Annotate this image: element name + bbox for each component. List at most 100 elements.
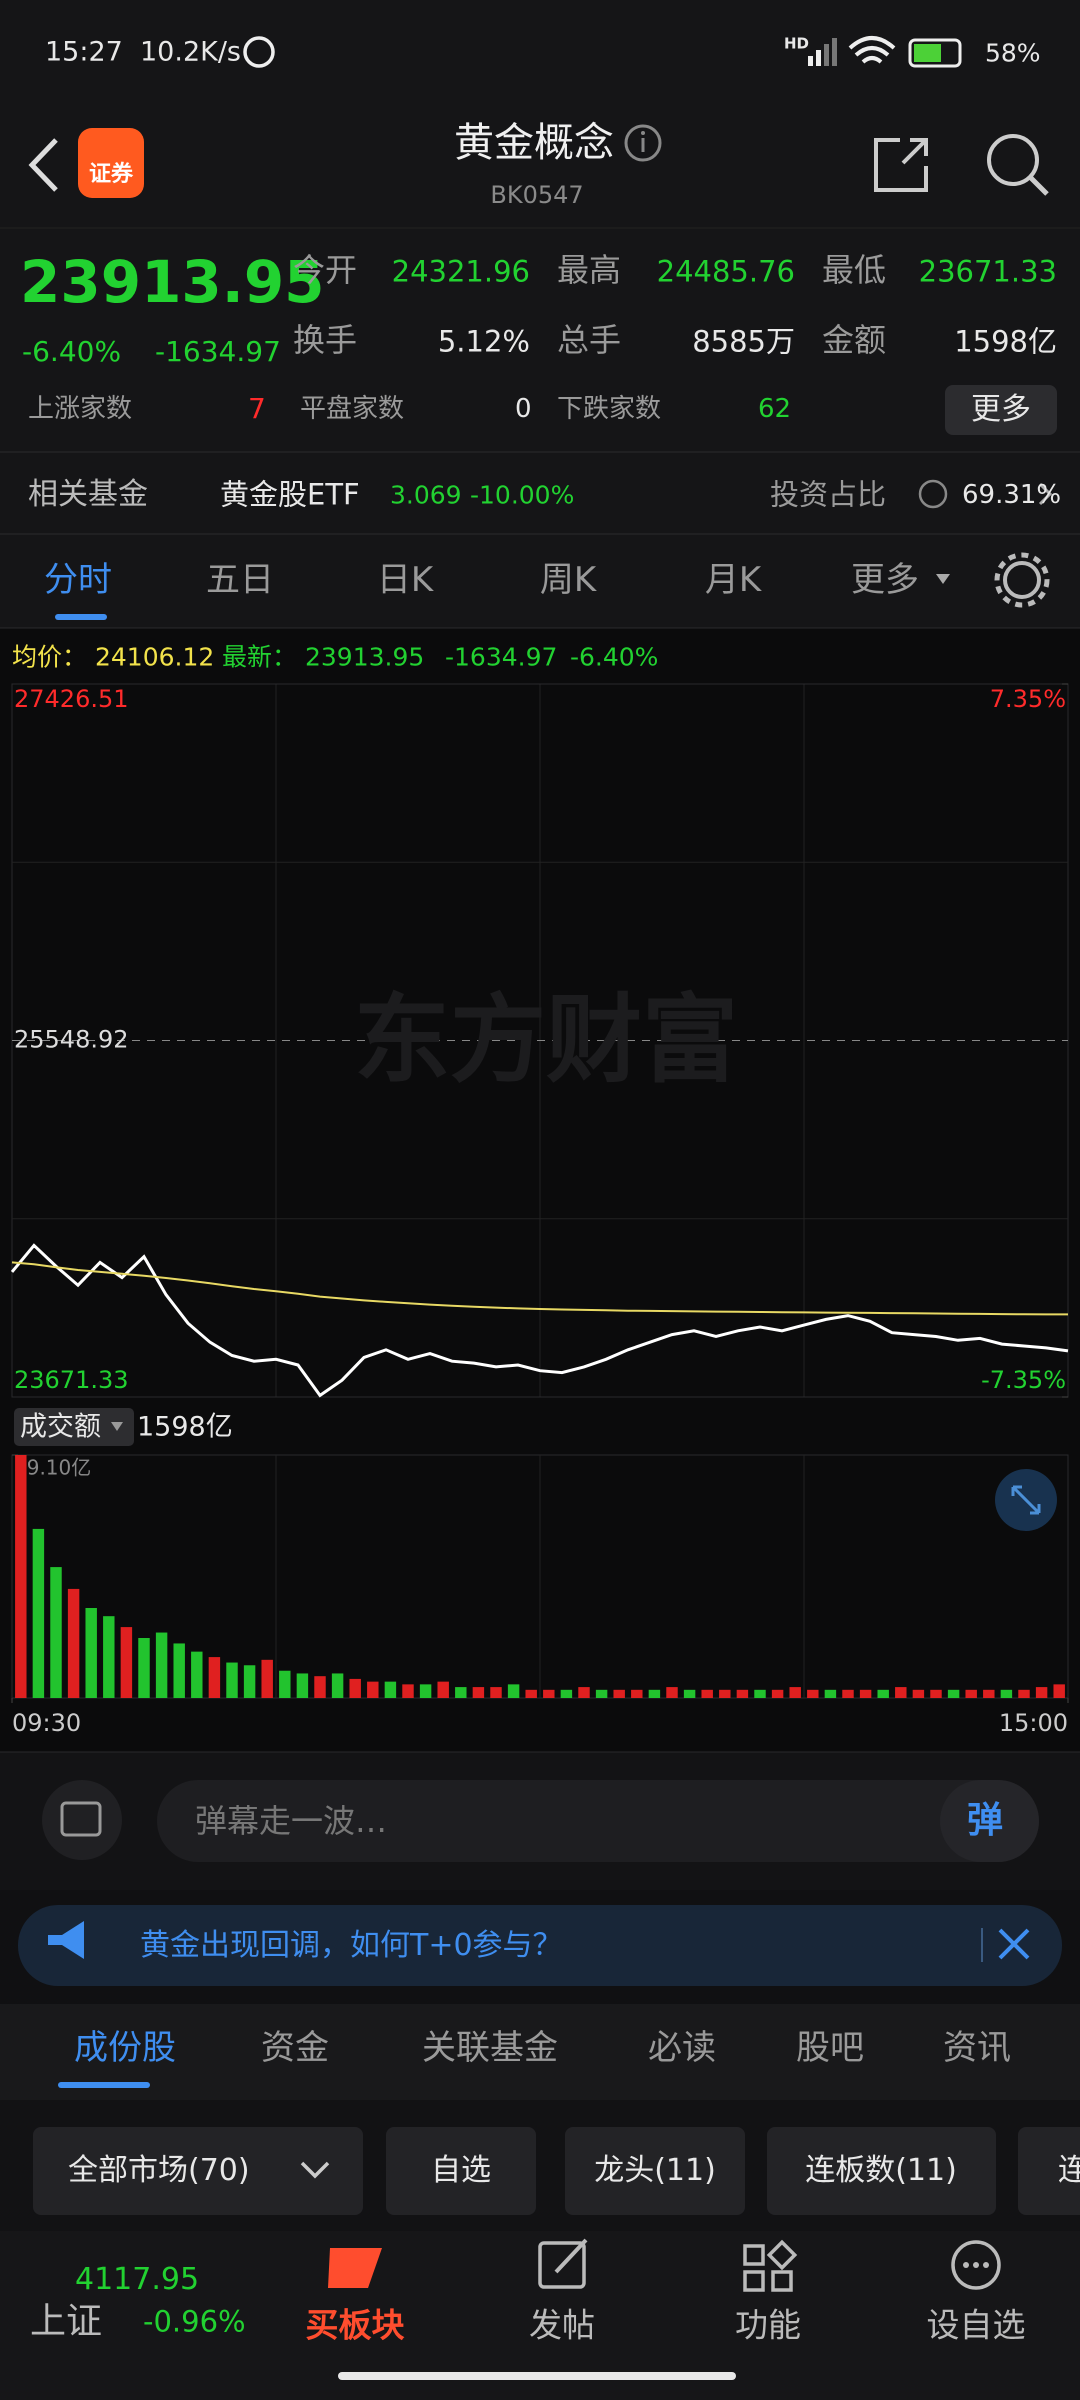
volume-bar [50, 1567, 62, 1698]
fund-name[interactable]: 黄金股ETF [220, 477, 360, 512]
section-tab[interactable]: 关联基金 [422, 2028, 558, 2068]
stat-label: 总手 [557, 321, 622, 359]
net-speed: 10.2K/s [140, 36, 241, 68]
nav-icon[interactable] [328, 2248, 382, 2288]
pen [554, 2238, 588, 2274]
volume-bar [32, 1528, 45, 1698]
volume-bar [683, 1689, 696, 1698]
breadth-label: 下跌家数 [557, 394, 662, 424]
volume-bar [859, 1689, 872, 1698]
filter-label[interactable]: 连板数(11) [805, 2153, 957, 2188]
volume-bar [543, 1689, 555, 1698]
volume-bar [402, 1684, 414, 1698]
info-button[interactable] [624, 124, 662, 162]
nav-label[interactable]: 发帖 [529, 2305, 595, 2345]
comment-input[interactable] [157, 1780, 1039, 1862]
section-tab[interactable]: 资金 [261, 2028, 329, 2068]
nav-label[interactable]: 买板块 [305, 2305, 405, 2345]
price-line [11, 1261, 1068, 1316]
nav-icon[interactable] [951, 2240, 1001, 2290]
nav-label[interactable]: 功能 [735, 2305, 801, 2345]
volume-bar [648, 1689, 661, 1698]
battery-icon [908, 38, 962, 68]
close-banner[interactable] [998, 1928, 1030, 1960]
volume-bar [507, 1684, 520, 1698]
section-tab[interactable]: 必读 [648, 2028, 716, 2068]
more-label[interactable]: 更多 [971, 392, 1031, 427]
more-button[interactable] [945, 385, 1057, 435]
volume-bar [807, 1689, 819, 1698]
volume-bar [701, 1689, 713, 1698]
comment-placeholder[interactable]: 弹幕走一波… [195, 1802, 388, 1840]
volume-selector-label[interactable]: 成交额 [20, 1411, 101, 1443]
fund-price: 3.069 [390, 480, 462, 510]
volume-selector[interactable] [14, 1408, 134, 1446]
avg-price: 24106.12 [95, 642, 215, 672]
tab-indicator [58, 2082, 150, 2088]
volume-bar [15, 1455, 27, 1698]
volume-bar [261, 1659, 273, 1698]
volume-bar [296, 1673, 309, 1698]
nav-icon[interactable] [743, 2239, 798, 2292]
chart-tab[interactable]: 日K [376, 560, 434, 600]
filter-button[interactable] [33, 2127, 363, 2215]
banner[interactable] [18, 1905, 1062, 1986]
chart-tab[interactable]: 五日 [206, 560, 274, 600]
logo-text: 证券 [88, 162, 134, 187]
section-tab[interactable]: 资讯 [943, 2028, 1011, 2068]
volume-bar [930, 1689, 942, 1698]
index-name[interactable]: 上证 [30, 2301, 103, 2342]
filter-button[interactable] [565, 2127, 745, 2215]
volume-bar [419, 1684, 432, 1698]
clock: 15:27 [45, 36, 123, 68]
chart-tab[interactable]: 月K [704, 560, 762, 600]
help-icon[interactable] [918, 479, 948, 509]
fund-label: 相关基金 [28, 477, 148, 512]
banner-text[interactable]: 黄金出现回调，如何T+0参与？ [140, 1928, 563, 1963]
filter-label[interactable]: 龙头(11) [594, 2153, 716, 2188]
back-button[interactable] [28, 138, 58, 192]
stat-value: 5.12% [437, 324, 530, 359]
stat-value: 24485.76 [656, 254, 795, 289]
breadth-value: 62 [758, 394, 792, 424]
filter-label[interactable]: 自选 [431, 2153, 491, 2188]
danmu-label[interactable]: 弹 [966, 1800, 1004, 1841]
danmu-button[interactable] [940, 1780, 1039, 1862]
volume-bar [824, 1689, 837, 1698]
volume-bar [67, 1588, 80, 1698]
nav-icon[interactable] [538, 2241, 586, 2289]
filter-label[interactable]: 全部市场(70) [68, 2153, 250, 2188]
settings-button[interactable] [1003, 561, 1041, 599]
tab-indicator [55, 614, 107, 620]
avg-label: 均价： [12, 642, 88, 672]
chart-tab[interactable]: 分时 [44, 560, 112, 600]
stat-value: 8585万 [692, 324, 795, 359]
filter-button[interactable] [1018, 2127, 1080, 2215]
danmu-settings[interactable] [42, 1780, 122, 1860]
chart-tab[interactable]: 更多 [851, 560, 919, 600]
speaker-icon [48, 1921, 84, 1959]
nav-label[interactable]: 设自选 [926, 2305, 1026, 2345]
volume-bar [578, 1687, 590, 1698]
dots [963, 2262, 989, 2268]
section-tab[interactable]: 成份股 [74, 2028, 176, 2068]
stat-value: 24321.96 [391, 254, 530, 289]
filter-button[interactable] [767, 2127, 996, 2215]
y-tick-label: 23671.33 [14, 1366, 129, 1394]
chart-tab[interactable]: 周K [539, 560, 597, 600]
stat-label: 换手 [293, 321, 358, 359]
filter-button[interactable] [386, 2127, 536, 2215]
share-button[interactable] [874, 138, 928, 192]
stat-label: 金额 [822, 321, 887, 359]
latest-label: 最新： [222, 642, 298, 672]
index-value[interactable]: 4117.95 [75, 2262, 200, 2297]
volume-bar [560, 1689, 573, 1698]
search-button[interactable] [987, 134, 1039, 186]
volume-bar [155, 1632, 168, 1698]
volume-bar [771, 1689, 784, 1698]
section-tab[interactable]: 股吧 [796, 2028, 864, 2068]
volume-bar [666, 1687, 678, 1698]
filter-label[interactable]: 连 [1058, 2153, 1080, 2188]
breadth-value: 0 [515, 394, 532, 424]
stat-value: 1598亿 [954, 324, 1057, 359]
